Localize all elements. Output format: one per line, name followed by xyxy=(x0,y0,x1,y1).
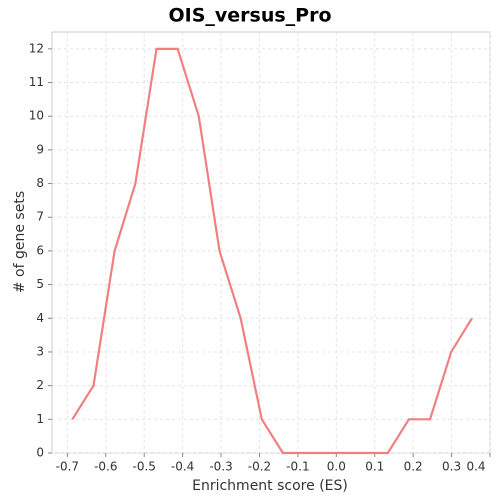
y-tick-label: 0 xyxy=(36,446,44,460)
x-tick-label: 0.0 xyxy=(327,460,346,474)
x-tick-label: -0.3 xyxy=(209,460,232,474)
x-tick-label: 0.1 xyxy=(365,460,384,474)
x-tick-label: -0.5 xyxy=(132,460,155,474)
y-tick-label: 3 xyxy=(36,344,44,358)
y-tick-label: 6 xyxy=(36,243,44,257)
y-tick-label: 7 xyxy=(36,210,44,224)
y-tick-label: 12 xyxy=(29,41,44,55)
y-tick-label: 2 xyxy=(36,378,44,392)
x-tick-label: -0.1 xyxy=(286,460,309,474)
x-axis-label: Enrichment score (ES) xyxy=(192,478,348,494)
y-axis-label: # of gene sets xyxy=(12,191,28,293)
y-tick-label: 1 xyxy=(36,412,44,426)
x-tick-label: -0.6 xyxy=(94,460,117,474)
y-tick-label: 4 xyxy=(36,311,44,325)
x-tick-label: -0.4 xyxy=(171,460,194,474)
x-tick-label: 0.3 xyxy=(442,460,461,474)
data-line xyxy=(71,47,473,455)
chart-title: OIS_versus_Pro xyxy=(168,5,331,27)
x-tick-label: -0.7 xyxy=(56,460,79,474)
y-tick-label: 8 xyxy=(36,176,44,190)
y-tick-label: 10 xyxy=(29,109,44,123)
x-tick-label: 0.2 xyxy=(404,460,423,474)
y-tick-label: 11 xyxy=(29,75,44,89)
x-tick-label: 0.4 xyxy=(466,460,485,474)
x-tick-label: -0.2 xyxy=(248,460,271,474)
y-tick-label: 9 xyxy=(36,142,44,156)
y-tick-label: 5 xyxy=(36,277,44,291)
